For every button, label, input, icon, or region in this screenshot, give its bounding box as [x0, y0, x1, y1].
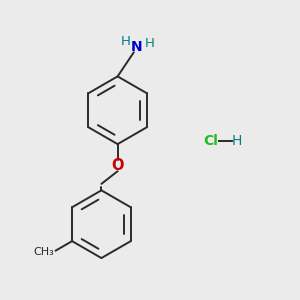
Text: H: H: [145, 37, 155, 50]
Text: H: H: [121, 35, 130, 48]
Text: O: O: [111, 158, 124, 173]
Text: Cl: Cl: [203, 134, 218, 148]
Text: CH₃: CH₃: [33, 247, 54, 257]
Text: H: H: [232, 134, 242, 148]
Text: N: N: [131, 40, 142, 54]
